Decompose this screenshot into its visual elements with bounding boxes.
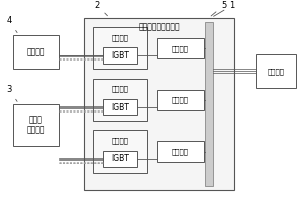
Text: 測試與: 測試與 <box>29 115 43 124</box>
Bar <box>205 22 213 186</box>
Text: IGBT: IGBT <box>111 154 129 163</box>
Bar <box>103 47 137 64</box>
Text: 測試工位: 測試工位 <box>112 34 129 41</box>
Text: 電源引線: 電源引線 <box>172 45 189 52</box>
Bar <box>158 141 204 162</box>
Text: IGBT: IGBT <box>111 51 129 60</box>
Text: 電源引線: 電源引線 <box>172 148 189 155</box>
Text: 1: 1 <box>214 1 234 16</box>
Bar <box>13 35 59 69</box>
Bar <box>158 90 204 110</box>
Text: 4: 4 <box>7 16 17 33</box>
Bar <box>103 99 137 115</box>
Bar <box>93 27 147 69</box>
Text: 電源引線: 電源引線 <box>172 97 189 103</box>
Bar <box>256 54 296 88</box>
Bar <box>13 104 59 146</box>
Bar <box>103 151 137 167</box>
Text: 外接電源: 外接電源 <box>268 68 285 75</box>
Text: 控制模塊: 控制模塊 <box>26 125 45 134</box>
Bar <box>84 18 234 190</box>
Text: 5: 5 <box>211 1 226 16</box>
Text: 測試工位: 測試工位 <box>112 137 129 144</box>
Text: 測試工位: 測試工位 <box>112 86 129 92</box>
Text: 可變溫度濕度試驗箱: 可變溫度濕度試驗箱 <box>138 23 180 32</box>
Text: 2: 2 <box>95 1 107 16</box>
Bar <box>158 38 204 58</box>
Text: 測試電源: 測試電源 <box>26 48 45 57</box>
Text: 3: 3 <box>7 85 17 101</box>
Bar <box>93 79 147 121</box>
Bar <box>93 130 147 173</box>
Text: IGBT: IGBT <box>111 103 129 112</box>
